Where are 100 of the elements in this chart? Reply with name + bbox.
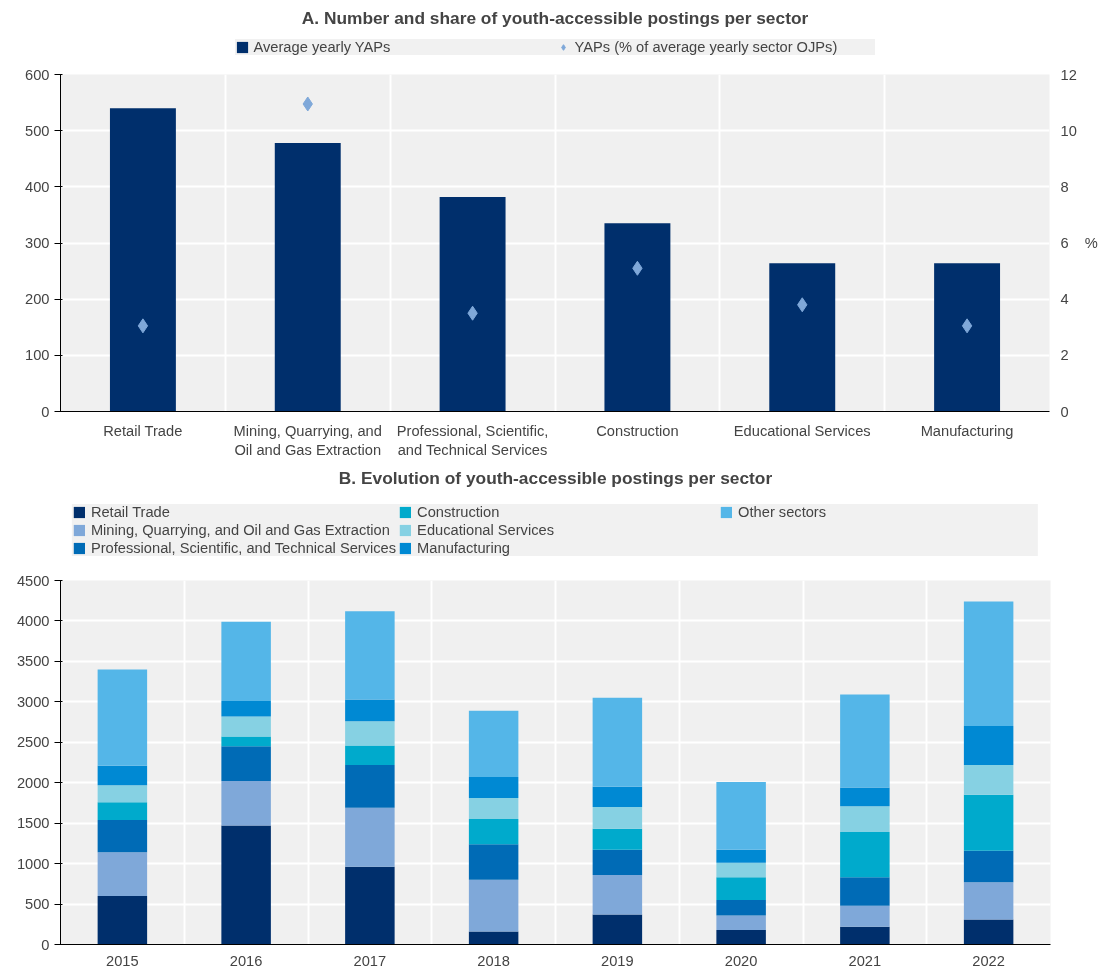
bar: [963, 919, 1014, 945]
bar: [963, 601, 1014, 727]
bar: [221, 746, 271, 782]
x-tick-label: Retail Trade: [103, 422, 183, 439]
bar: [716, 862, 766, 878]
legend-label: Manufacturing: [417, 540, 511, 556]
legend-label: YAPs (% of average yearly sector OJPs): [574, 39, 839, 55]
bar: [716, 900, 766, 916]
bar: [345, 721, 395, 746]
bar: [97, 669, 148, 766]
x-tick-label: 2015: [106, 952, 139, 969]
bar: [345, 745, 395, 765]
x-tick-label: Mining, Quarrying, and Oil and Gas Extraction: [233, 422, 382, 458]
bar: [716, 915, 766, 930]
bar: [221, 621, 271, 702]
bar: [716, 877, 766, 901]
y2-axis-title: %: [1084, 235, 1098, 251]
bar: [840, 832, 890, 878]
y2-tick-label: 8: [1060, 178, 1069, 195]
bar: [221, 781, 271, 826]
x-tick-label: Educational Services: [733, 422, 871, 439]
bar: [468, 844, 519, 880]
y-tick-label: 400: [25, 178, 50, 195]
legend-label: Educational Services: [417, 522, 555, 538]
bar: [934, 263, 1001, 412]
y-tick-label: 3000: [16, 693, 50, 710]
bar: [345, 611, 395, 700]
bar: [716, 929, 766, 945]
y-tick-label: 500: [25, 896, 50, 913]
bar: [592, 697, 643, 787]
bar: [468, 777, 519, 799]
chart-title: A. Number and share of youth-accessible postings per sector: [301, 7, 809, 28]
bar: [97, 852, 148, 896]
y-tick-label: 100: [25, 347, 50, 364]
bar: [468, 879, 519, 932]
bar: [345, 764, 395, 808]
bar: [716, 781, 766, 850]
y2-tick-label: 2: [1060, 347, 1069, 364]
bar: [963, 764, 1014, 795]
x-tick-label: Manufacturing: [920, 422, 1014, 439]
y-tick-label: 1500: [16, 815, 50, 832]
y-tick-label: 3500: [16, 653, 50, 670]
bar: [716, 849, 766, 863]
legend-label: Construction: [417, 504, 501, 520]
bar: [345, 699, 395, 722]
x-tick-label: 2019: [601, 952, 634, 969]
bar: [97, 819, 148, 853]
bar: [963, 882, 1014, 920]
bar: [221, 716, 271, 737]
y2-tick-label: 4: [1060, 291, 1069, 308]
point: [137, 318, 149, 334]
legend-label: Retail Trade: [90, 504, 171, 520]
y-tick-label: 1000: [16, 855, 50, 872]
bar: [345, 866, 395, 945]
bar: [468, 798, 519, 820]
bar: [840, 877, 890, 906]
y2-tick-label: 0: [1060, 403, 1069, 420]
y-tick-label: 4000: [16, 612, 50, 629]
legend-label: Professional, Scientific, and Technical Services: [90, 540, 397, 556]
chart-title: B. Evolution of youth-accessible postings per sector: [338, 467, 773, 488]
bar: [592, 849, 643, 875]
x-tick-label: 2016: [229, 952, 263, 969]
x-tick-label: Construction: [596, 422, 679, 439]
bar: [221, 736, 271, 747]
bar: [221, 701, 271, 717]
bar: [769, 263, 836, 412]
x-tick-label: Professional, Scientific, and Technical Services: [396, 422, 549, 458]
bar: [592, 806, 643, 829]
x-tick-label: 2018: [477, 952, 510, 969]
bar: [97, 802, 148, 820]
x-tick-label: 2020: [724, 952, 758, 969]
bar: [840, 905, 890, 927]
y-tick-label: 300: [25, 235, 50, 251]
y-tick-label: 0: [41, 936, 50, 953]
y2-tick-label: 6: [1060, 235, 1069, 251]
bar: [109, 108, 176, 412]
bar: [592, 828, 643, 850]
bar: [963, 726, 1014, 765]
bar: [963, 794, 1014, 851]
bar: [468, 710, 519, 778]
y-tick-label: 600: [25, 66, 50, 83]
bar: [840, 806, 890, 833]
y2-tick-label: 12: [1060, 66, 1077, 83]
y-tick-label: 200: [25, 291, 50, 308]
x-tick-label: 2022: [972, 952, 1005, 969]
bar: [592, 874, 643, 915]
bar: [221, 825, 271, 945]
legend-label: Mining, Quarrying, and Oil and Gas Extraction: [90, 522, 391, 538]
bar: [840, 787, 890, 807]
bar: [468, 819, 519, 845]
bar: [604, 223, 671, 412]
legend-label: Other sectors: [738, 504, 828, 520]
bar: [468, 931, 519, 945]
y-tick-label: 2000: [16, 774, 50, 791]
bar: [97, 765, 148, 786]
bar: [345, 807, 395, 867]
y-tick-label: 2500: [16, 734, 50, 751]
legend-label: Average yearly YAPs: [253, 39, 392, 55]
y-tick-label: 500: [25, 122, 50, 139]
y2-tick-label: 10: [1060, 122, 1077, 139]
